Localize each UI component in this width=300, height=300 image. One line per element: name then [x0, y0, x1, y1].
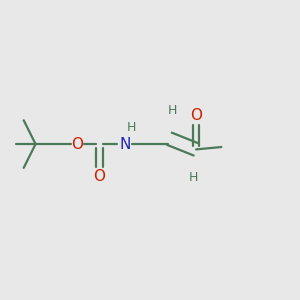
Text: O: O — [71, 136, 83, 152]
Text: O: O — [94, 169, 106, 184]
Text: H: H — [188, 171, 198, 184]
Text: O: O — [190, 108, 202, 123]
Text: N: N — [119, 136, 130, 152]
Text: H: H — [127, 121, 136, 134]
Text: H: H — [168, 104, 177, 117]
